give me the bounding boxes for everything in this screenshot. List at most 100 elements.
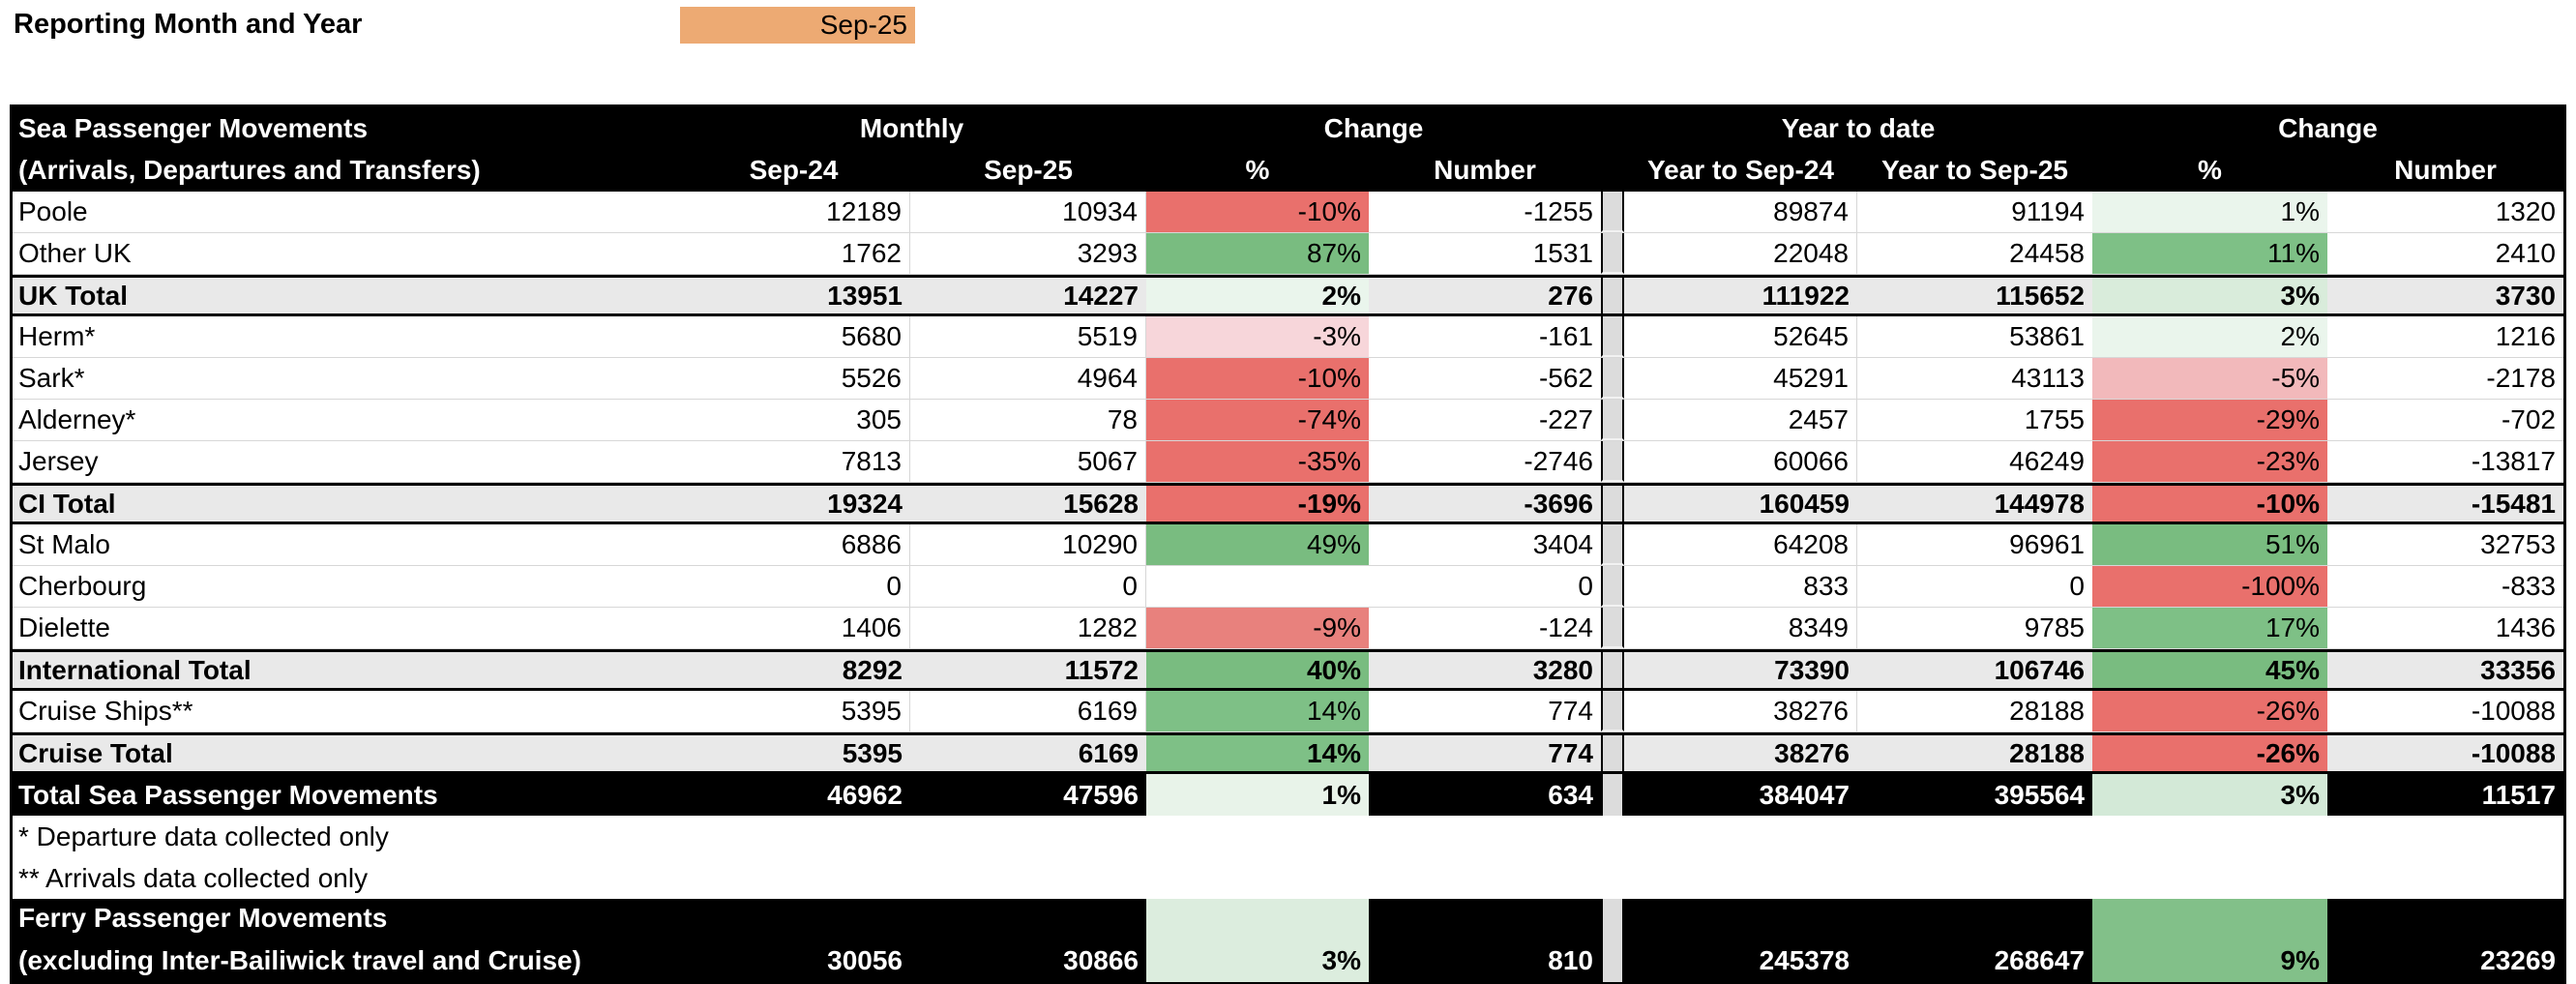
row-label: Alderney*	[18, 404, 136, 434]
cell-monthly-curr: 5067	[910, 441, 1146, 482]
sea-passenger-table: Sea Passenger Movements Monthly Change Y…	[10, 104, 2566, 984]
table-row: Other UK 1762 3293 87% 1531 22048 24458 11% 2410	[13, 233, 2563, 275]
column-separator	[1601, 691, 1624, 731]
table-header-row-1: Sea Passenger Movements Monthly Change Y…	[13, 107, 2563, 149]
group-header-monthly: Monthly	[859, 112, 964, 143]
row-label: Total Sea Passenger Movements	[18, 779, 438, 810]
cell-monthly-curr: 1282	[910, 608, 1146, 648]
cell-ytd-number: -13817	[2471, 446, 2556, 476]
cell-monthly-number: -124	[1538, 612, 1593, 642]
cell-ytd-prev: 38276	[1774, 737, 1850, 768]
column-separator	[1601, 316, 1624, 357]
table-row: St Malo 6886 10290 49% 3404 64208 96961 51% 3275…	[13, 524, 2563, 566]
cell-ferry-ytd-curr: 268647	[1994, 945, 2085, 975]
cell-ytd-pct: -5%	[2092, 358, 2327, 399]
table-row: Jersey 7813 5067 -35% -2746 60066 46249 -23% -13…	[13, 441, 2563, 483]
row-label: Poole	[18, 196, 88, 226]
column-separator	[1601, 358, 1624, 399]
col-header-ytd-number: Number	[2394, 155, 2497, 185]
column-separator	[1601, 899, 1624, 982]
cell-ytd-curr: 43113	[2011, 363, 2085, 393]
column-separator	[1601, 486, 1624, 522]
cell-monthly-pct: -35%	[1146, 441, 1369, 482]
cell-monthly-curr: 15628	[1063, 488, 1139, 519]
cell-ferry-ytd-number: 23269	[2480, 945, 2556, 975]
cell-ytd-prev: 45291	[1624, 358, 1857, 399]
cell-ytd-pct: 3%	[2092, 774, 2327, 816]
cell-ytd-prev: 384047	[1759, 779, 1850, 810]
cell-ytd-number: 1436	[2495, 612, 2556, 642]
cell-monthly-curr: 11572	[1064, 654, 1139, 685]
row-label: International Total	[18, 654, 252, 685]
cell-ytd-number: -15481	[2471, 488, 2556, 519]
cell-ytd-number: 11517	[2481, 779, 2556, 810]
cell-monthly-pct: -74%	[1146, 400, 1369, 440]
row-label: Cruise Total	[18, 737, 173, 768]
row-label: Dielette	[18, 612, 110, 642]
cell-ytd-pct: 17%	[2092, 608, 2327, 648]
cell-monthly-curr: 6169	[910, 691, 1146, 731]
cell-monthly-prev: 5680	[677, 316, 910, 357]
cell-monthly-curr: 47596	[1063, 779, 1139, 810]
cell-monthly-number: -227	[1538, 404, 1593, 434]
column-separator	[1601, 233, 1624, 274]
cell-ytd-prev: 38276	[1624, 691, 1857, 731]
cell-ytd-pct: 51%	[2092, 524, 2327, 565]
cell-monthly-prev: 7813	[677, 441, 910, 482]
cell-ytd-number: 2410	[2495, 238, 2556, 268]
cell-monthly-curr: 78	[910, 400, 1146, 440]
cell-monthly-pct: 40%	[1146, 652, 1369, 688]
col-header-ytd-pct: %	[2198, 155, 2222, 185]
group-header-monthly-change: Change	[1323, 112, 1424, 143]
table-row: Cherbourg 0 0 0 833 0 -100% -833	[13, 566, 2563, 608]
cell-monthly-pct: -3%	[1146, 316, 1369, 357]
cell-monthly-curr: 4964	[910, 358, 1146, 399]
cell-ytd-pct: -23%	[2092, 441, 2327, 482]
row-label: CI Total	[18, 488, 116, 519]
cell-monthly-number: 3404	[1532, 529, 1593, 559]
cell-ytd-curr: 53861	[2009, 321, 2085, 351]
group-header-ytd-change: Change	[2278, 112, 2378, 143]
report-month-cell[interactable]: Sep-25	[680, 7, 915, 44]
column-separator	[1601, 441, 1624, 482]
cell-ytd-number: 1320	[2495, 196, 2556, 226]
cell-monthly-prev: 5526	[677, 358, 910, 399]
cell-ytd-curr: 28188	[2009, 737, 2085, 768]
cell-monthly-number: -562	[1538, 363, 1593, 393]
cell-monthly-number: -161	[1538, 321, 1593, 351]
group-header-ytd: Year to date	[1781, 112, 1936, 143]
cell-monthly-prev: 305	[677, 400, 910, 440]
cell-monthly-number: 0	[1578, 571, 1593, 601]
ferry-passenger-row: Ferry Passenger Movements (excluding Int…	[13, 899, 2563, 982]
cell-monthly-prev: 1406	[677, 608, 910, 648]
column-separator	[1601, 735, 1624, 771]
cell-ytd-curr: 0	[2069, 571, 2085, 601]
row-label: St Malo	[18, 529, 110, 559]
cell-monthly-prev: 8292	[842, 654, 903, 685]
cell-monthly-prev: 5395	[677, 691, 910, 731]
cell-ferry-monthly-curr: 30866	[1063, 945, 1139, 975]
cell-ytd-pct: -100%	[2092, 566, 2327, 607]
cell-ytd-prev: 8349	[1624, 608, 1857, 648]
column-separator	[1601, 278, 1624, 313]
cell-ytd-curr: 1755	[2024, 404, 2085, 434]
column-separator	[1601, 400, 1624, 440]
ferry-row-label: Ferry Passenger Movements (excluding Int…	[13, 899, 677, 982]
col-header-monthly-prev: Sep-24	[749, 155, 839, 185]
column-separator	[1601, 774, 1624, 816]
subtotal-row: UK Total 13951 14227 2% 276 111922 115652 3% 373…	[13, 275, 2563, 316]
cell-ytd-curr: 24458	[2009, 238, 2085, 268]
cell-ferry-ytd-prev: 245378	[1759, 945, 1850, 975]
cell-monthly-number: 1531	[1532, 238, 1593, 268]
cell-monthly-prev: 46962	[827, 779, 903, 810]
cell-ytd-pct: -26%	[2092, 735, 2327, 771]
cell-monthly-curr: 10290	[910, 524, 1146, 565]
cell-ytd-curr: 106746	[1994, 654, 2085, 685]
cell-ytd-curr: 96961	[2009, 529, 2085, 559]
cell-monthly-pct: -10%	[1146, 192, 1369, 232]
column-separator	[1601, 652, 1624, 688]
ferry-label-line2: (excluding Inter-Bailiwick travel and Cr…	[18, 945, 581, 975]
cell-ytd-pct: 11%	[2092, 233, 2327, 274]
table-row: Cruise Ships** 5395 6169 14% 774 38276 28188 -2…	[13, 691, 2563, 732]
col-header-number: Number	[1434, 155, 1536, 185]
